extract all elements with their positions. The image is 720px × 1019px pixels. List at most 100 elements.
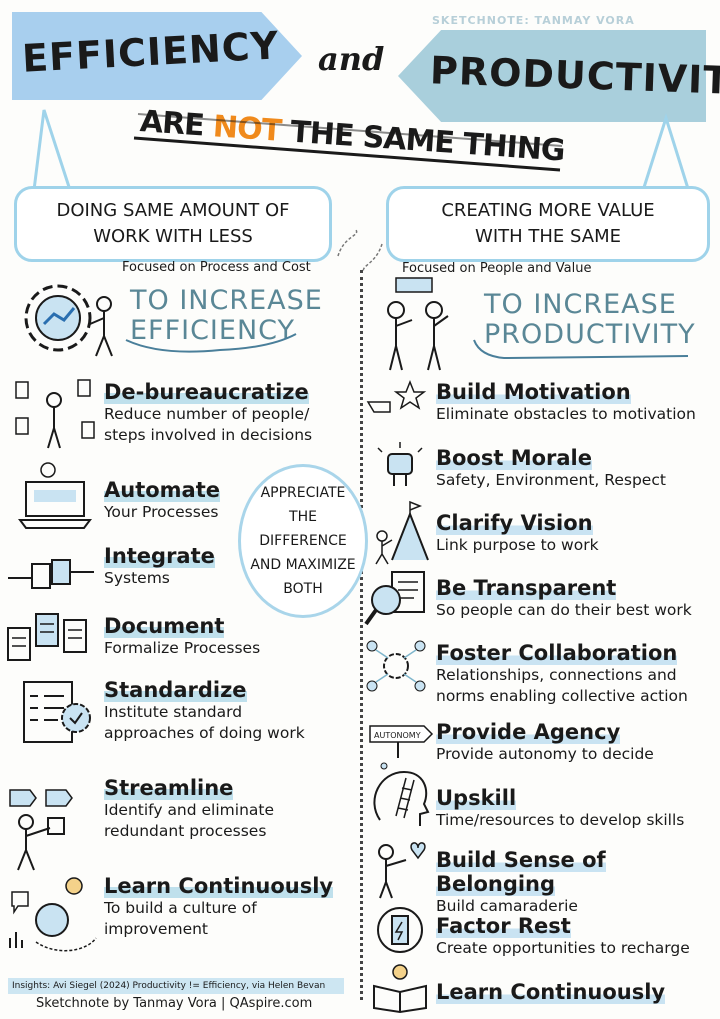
productivity-focus: Focused on People and Value <box>402 261 592 276</box>
productivity-item-line1: Safety, Environment, Respect <box>436 471 666 489</box>
efficiency-item-title: Automate <box>104 478 221 502</box>
productivity-item-title: Clarify Vision <box>436 511 593 535</box>
efficiency-item: Integrate Systems <box>104 544 215 589</box>
learning-head-icon <box>9 877 97 952</box>
productivity-item-title: Factor Rest <box>436 914 571 938</box>
productivity-item-title: Build Motivation <box>436 380 631 404</box>
efficiency-heading: TO INCREASE EFFICIENCY <box>130 286 323 346</box>
productivity-item: Factor Rest Create opportunities to rech… <box>436 914 690 959</box>
efficiency-item-line2: approaches of doing work <box>104 724 305 742</box>
productivity-item: Provide Agency Provide autonomy to decid… <box>436 720 654 765</box>
productivity-heading-bracket <box>473 339 689 360</box>
head-ladder-icon <box>373 762 430 826</box>
productivity-item-line1: So people can do their best work <box>436 601 692 619</box>
productivity-item: Upskill Time/resources to develop skills <box>436 786 684 831</box>
column-divider <box>360 270 363 1000</box>
documents-icon <box>7 613 87 661</box>
productivity-item-line1: Provide autonomy to decide <box>436 745 654 763</box>
efficiency-item: Document Formalize Processes <box>104 614 260 659</box>
efficiency-item: De-bureaucratize Reduce number of people… <box>104 380 312 446</box>
mountain-climb-icon <box>375 500 429 565</box>
efficiency-item: Streamline Identify and eliminate redund… <box>104 776 274 842</box>
cloud-line: APPRECIATE <box>260 485 346 501</box>
efficiency-item-line1: Systems <box>104 569 170 587</box>
productivity-definition: CREATING MORE VALUE WITH THE SAME <box>441 200 655 247</box>
swap-arrows-icon <box>337 229 383 273</box>
productivity-item-line1: Build camaraderie <box>436 897 578 915</box>
appreciate-cloud: APPRECIATE THE DIFFERENCE AND MAXIMIZE B… <box>238 464 368 618</box>
autonomy-sign-label: AUTONOMY <box>374 731 421 740</box>
productivity-heading: TO INCREASE PRODUCTIVITY <box>484 290 696 350</box>
efficiency-item: Automate Your Processes <box>104 478 221 523</box>
productivity-item-title: Build Sense of Belonging <box>436 848 606 896</box>
efficiency-item-line2: steps involved in decisions <box>104 426 313 444</box>
productivity-item: Boost Morale Safety, Environment, Respec… <box>436 446 666 491</box>
efficiency-heading-line1: TO INCREASE <box>130 285 323 316</box>
productivity-item: Learn Continuously <box>436 980 666 1004</box>
productivity-item-line2: norms enabling collective action <box>436 687 688 705</box>
cloud-line: AND MAXIMIZE <box>250 557 356 573</box>
efficiency-item-line2: improvement <box>104 920 209 938</box>
puzzle-connect-icon <box>8 559 94 589</box>
efficiency-banner <box>12 12 302 100</box>
efficiency-item-line1: Identify and eliminate <box>104 801 275 819</box>
sketchnote-signature: SKETCHNOTE: TANMAY VORA <box>432 14 635 27</box>
productivity-item-line1: Create opportunities to recharge <box>436 939 690 957</box>
open-book-bulb-icon <box>373 964 427 1014</box>
raised-fist-icon <box>377 442 423 486</box>
productivity-item-line1: Relationships, connections and <box>436 666 677 684</box>
autonomy-signpost-icon: AUTONOMY <box>369 725 434 758</box>
efficiency-item-title: Streamline <box>104 776 234 800</box>
efficiency-item-title: De-bureaucratize <box>104 380 309 404</box>
efficiency-heading-line2: EFFICIENCY <box>130 315 296 346</box>
productivity-heading-line1: TO INCREASE <box>484 289 677 320</box>
network-gear-icon <box>366 640 426 692</box>
and-connector: and <box>318 40 385 78</box>
productivity-item-title: Be Transparent <box>436 576 617 600</box>
laptop-automation-icon <box>18 462 92 529</box>
productivity-item-title: Foster Collaboration <box>436 641 678 665</box>
sketchnote-credit: Sketchnote by Tanmay Vora | QAspire.com <box>36 996 313 1011</box>
tagline-underline <box>133 113 563 172</box>
efficiency-item-line1: Your Processes <box>104 503 219 521</box>
efficiency-item-title: Document <box>104 614 225 638</box>
productivity-item-line1: Time/resources to develop skills <box>436 811 685 829</box>
streamline-person-icon <box>9 789 73 871</box>
productivity-item: Be Transparent So people can do their be… <box>436 576 692 621</box>
efficiency-item-line2: redundant processes <box>104 822 267 840</box>
document-magnifier-icon <box>364 571 425 626</box>
efficiency-item-title: Standardize <box>104 678 247 702</box>
gear-handshake-icon <box>24 284 113 357</box>
efficiency-definition-box: DOING SAME AMOUNT OF WORK WITH LESS <box>14 186 332 262</box>
productivity-definition-box: CREATING MORE VALUE WITH THE SAME <box>386 186 710 262</box>
efficiency-item-line1: Formalize Processes <box>104 639 261 657</box>
productivity-item: Clarify Vision Link purpose to work <box>436 511 599 556</box>
productivity-item-title: Boost Morale <box>436 446 593 470</box>
efficiency-item-line1: Institute standard <box>104 703 243 721</box>
efficiency-item-line1: Reduce number of people/ <box>104 405 310 423</box>
productivity-item-title: Upskill <box>436 786 517 810</box>
efficiency-item: Learn Continuously To build a culture of… <box>104 874 334 940</box>
productivity-banner <box>398 30 706 122</box>
cloud-line: THE <box>289 509 317 525</box>
efficiency-item-title: Learn Continuously <box>104 874 334 898</box>
efficiency-item-title: Integrate <box>104 544 215 568</box>
documents-person-icon <box>15 379 95 449</box>
two-people-icon <box>387 277 449 371</box>
checklist-gear-icon <box>23 681 91 743</box>
person-heart-icon <box>378 842 426 899</box>
efficiency-heading-bracket <box>125 333 297 353</box>
efficiency-definition: DOING SAME AMOUNT OF WORK WITH LESS <box>56 200 290 247</box>
cloud-line: BOTH <box>283 581 323 597</box>
productivity-item-title: Provide Agency <box>436 720 621 744</box>
productivity-item: Build Sense of Belonging Build camarader… <box>436 848 720 917</box>
productivity-item: Build Motivation Eliminate obstacles to … <box>436 380 696 425</box>
efficiency-item-line1: To build a culture of <box>104 899 257 917</box>
star-pointing-icon <box>366 379 427 413</box>
productivity-heading-line2: PRODUCTIVITY <box>484 319 696 350</box>
insights-credit: Insights: Avi Siegel (2024) Productivity… <box>8 978 344 994</box>
productivity-item: Foster Collaboration Relationships, conn… <box>436 641 688 707</box>
efficiency-focus: Focused on Process and Cost <box>122 260 311 275</box>
cloud-line: DIFFERENCE <box>259 533 347 549</box>
productivity-item-line1: Eliminate obstacles to motivation <box>436 405 696 423</box>
